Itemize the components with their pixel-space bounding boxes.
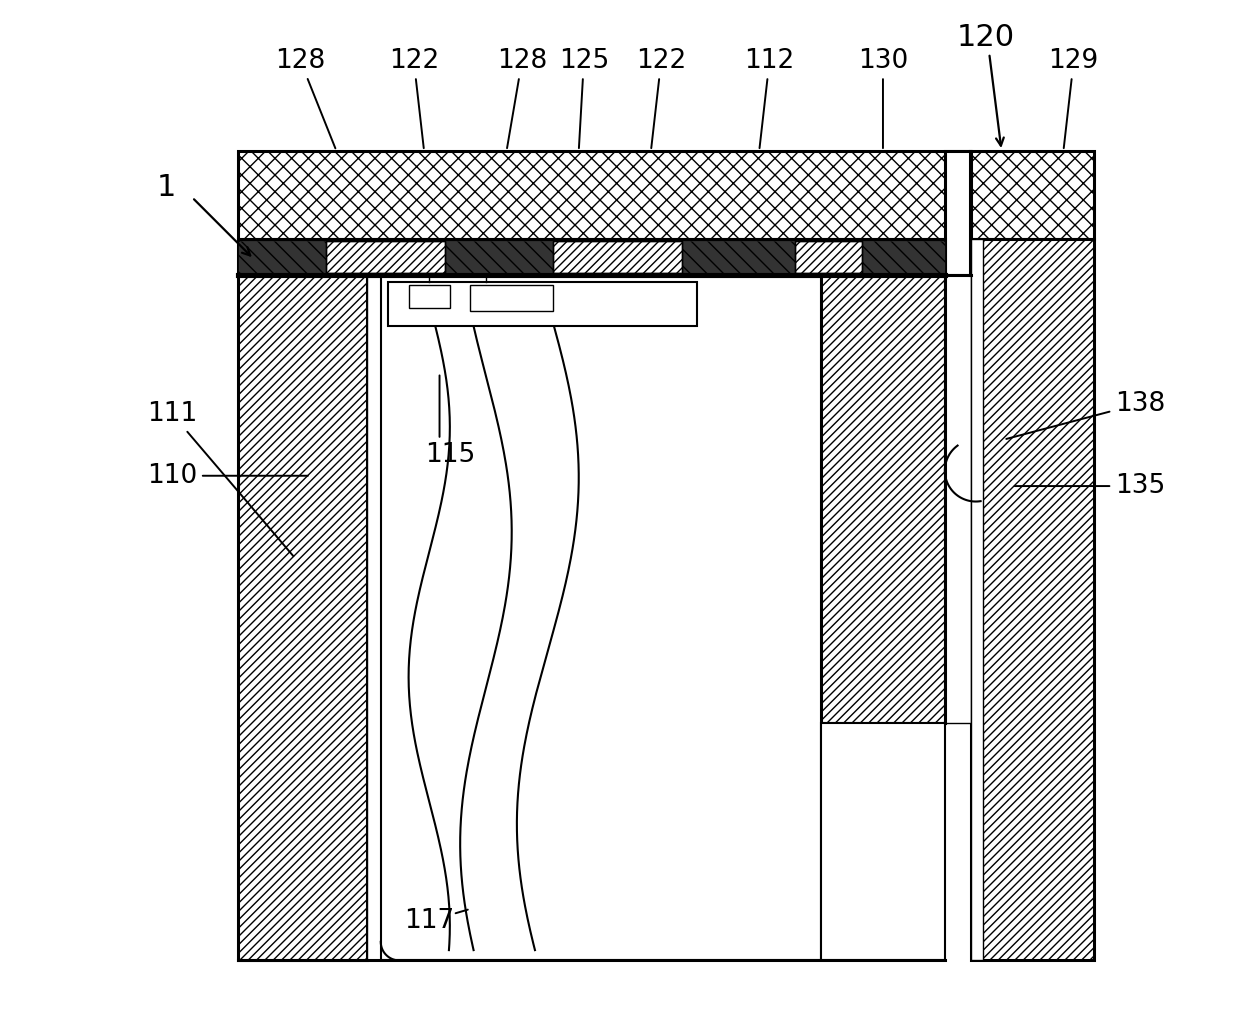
Bar — [553, 241, 682, 273]
Text: 128: 128 — [275, 48, 335, 148]
Bar — [326, 241, 445, 273]
Bar — [326, 241, 445, 273]
Bar — [971, 239, 983, 961]
Bar — [795, 241, 862, 273]
Text: 129: 129 — [1049, 48, 1099, 148]
Bar — [945, 275, 971, 723]
Text: 128: 128 — [497, 48, 547, 148]
Bar — [971, 239, 1095, 961]
Bar — [238, 151, 1095, 239]
Text: 135: 135 — [1014, 474, 1166, 499]
Text: 110: 110 — [148, 463, 308, 489]
Text: 122: 122 — [388, 48, 439, 148]
Bar — [795, 241, 862, 273]
Text: 112: 112 — [744, 48, 795, 148]
Text: 111: 111 — [148, 401, 294, 556]
Bar — [388, 282, 697, 326]
Bar — [445, 241, 553, 273]
Bar — [409, 285, 450, 308]
Text: 1: 1 — [156, 173, 176, 202]
Bar — [821, 723, 945, 961]
Text: 122: 122 — [636, 48, 687, 148]
Bar — [821, 275, 945, 723]
Bar — [470, 285, 553, 311]
Text: 138: 138 — [1007, 391, 1166, 439]
Text: 115: 115 — [425, 443, 475, 468]
Text: 130: 130 — [858, 48, 908, 148]
Text: 120: 120 — [957, 23, 1016, 52]
Text: 125: 125 — [559, 48, 609, 148]
Bar — [945, 151, 971, 275]
Bar — [381, 275, 821, 961]
Bar — [238, 241, 326, 273]
Bar — [238, 239, 945, 275]
Text: 117: 117 — [404, 908, 454, 935]
Bar — [682, 241, 795, 273]
Bar — [367, 275, 383, 961]
Bar — [862, 241, 945, 273]
Bar — [238, 275, 367, 961]
Bar — [553, 241, 682, 273]
